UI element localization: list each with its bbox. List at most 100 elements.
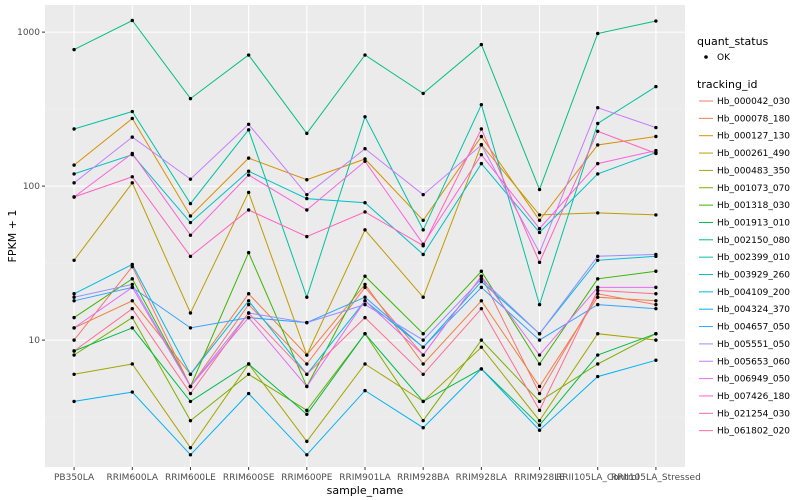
data-point (130, 277, 134, 281)
data-point (363, 159, 367, 163)
data-point (188, 418, 193, 423)
data-point (72, 315, 76, 320)
data-point (305, 408, 309, 413)
data-point (596, 332, 600, 336)
data-point (305, 353, 309, 357)
legend-label: Hb_000127_130 (717, 132, 790, 142)
data-point (654, 302, 658, 307)
data-point (537, 418, 542, 423)
data-point (363, 274, 367, 278)
legend-label: Hb_001913_010 (717, 218, 790, 228)
legend-label: Hb_007426_180 (717, 392, 790, 402)
data-point (188, 446, 193, 450)
data-point (305, 208, 309, 212)
data-point (479, 143, 484, 147)
data-point (363, 228, 367, 232)
data-point (537, 362, 542, 366)
data-point (654, 213, 658, 217)
data-point (479, 279, 484, 284)
legend-label: Hb_000078_180 (717, 114, 790, 124)
data-point (246, 128, 251, 132)
legend-label: Hb_004109_200 (717, 288, 790, 298)
data-point (246, 362, 251, 366)
data-point (596, 288, 600, 293)
data-point (421, 362, 425, 366)
data-point (479, 161, 484, 166)
data-point (305, 372, 309, 376)
legend-label: Hb_005653_060 (717, 357, 790, 367)
data-point (305, 192, 309, 197)
data-point (188, 201, 193, 206)
legend-key-point (704, 55, 708, 59)
data-point (654, 299, 658, 303)
data-point (654, 269, 658, 273)
data-point (246, 391, 251, 396)
data-point (130, 262, 134, 267)
data-point (72, 47, 76, 52)
data-point (188, 96, 193, 101)
data-point (130, 306, 134, 311)
data-point (130, 18, 134, 23)
data-point (363, 210, 367, 214)
data-point (537, 250, 542, 255)
data-point (305, 362, 309, 366)
data-point (72, 181, 76, 185)
y-axis-title: FPKM + 1 (6, 210, 19, 263)
data-point (596, 292, 600, 296)
legend-label: Hb_004324_370 (717, 305, 790, 315)
data-point (537, 353, 542, 357)
data-point (654, 148, 658, 153)
legend-label: Hb_000483_350 (717, 166, 790, 176)
data-point (72, 195, 76, 199)
data-point (479, 367, 484, 371)
data-point (479, 285, 484, 290)
x-tick-label: RRIM600PE (281, 473, 333, 483)
data-point (72, 127, 76, 131)
data-point (537, 230, 542, 235)
legend: quant_status OK tracking_id Hb_000042_030 Hb… (697, 35, 790, 437)
data-point (596, 121, 600, 126)
data-point (363, 115, 367, 119)
data-point (305, 234, 309, 239)
series-points (72, 18, 658, 457)
data-point (72, 295, 76, 299)
data-point (421, 332, 425, 336)
y-tick-label: 100 (23, 182, 40, 192)
data-point (363, 315, 367, 320)
data-point (363, 299, 367, 303)
data-point (596, 353, 600, 357)
data-point (363, 388, 367, 393)
data-point (537, 428, 542, 432)
data-point (363, 362, 367, 366)
data-point (305, 320, 309, 325)
x-axis-ticks: PB350LA RRIM600LA RRIM600LE RRIM600SE RRIM60… (54, 467, 701, 483)
data-point (246, 372, 251, 376)
data-point (188, 254, 193, 259)
data-point (130, 362, 134, 366)
legend-label: Hb_002399_010 (717, 253, 790, 263)
legend-label: Hb_000261_490 (717, 149, 790, 159)
data-point (188, 399, 193, 404)
data-point (654, 338, 658, 342)
data-point (72, 349, 76, 353)
data-point (654, 151, 658, 156)
y-tick-label: 10 (29, 336, 41, 346)
data-point (537, 408, 542, 413)
x-tick-label: RRII105LA_Stressed (611, 473, 701, 483)
legend-label: Hb_003929_260 (717, 271, 790, 281)
data-point (246, 122, 251, 127)
data-point (72, 372, 76, 376)
data-point (421, 345, 425, 349)
data-point (188, 326, 193, 330)
data-point (246, 302, 251, 307)
data-point (72, 326, 76, 330)
x-tick-label: PB350LA (54, 473, 95, 483)
data-point (246, 315, 251, 320)
data-point (305, 412, 309, 416)
x-axis-title: sample_name (327, 484, 404, 497)
data-point (479, 299, 484, 303)
data-point (363, 302, 367, 307)
legend-label: Hb_005551_050 (717, 340, 790, 350)
data-point (421, 418, 425, 423)
